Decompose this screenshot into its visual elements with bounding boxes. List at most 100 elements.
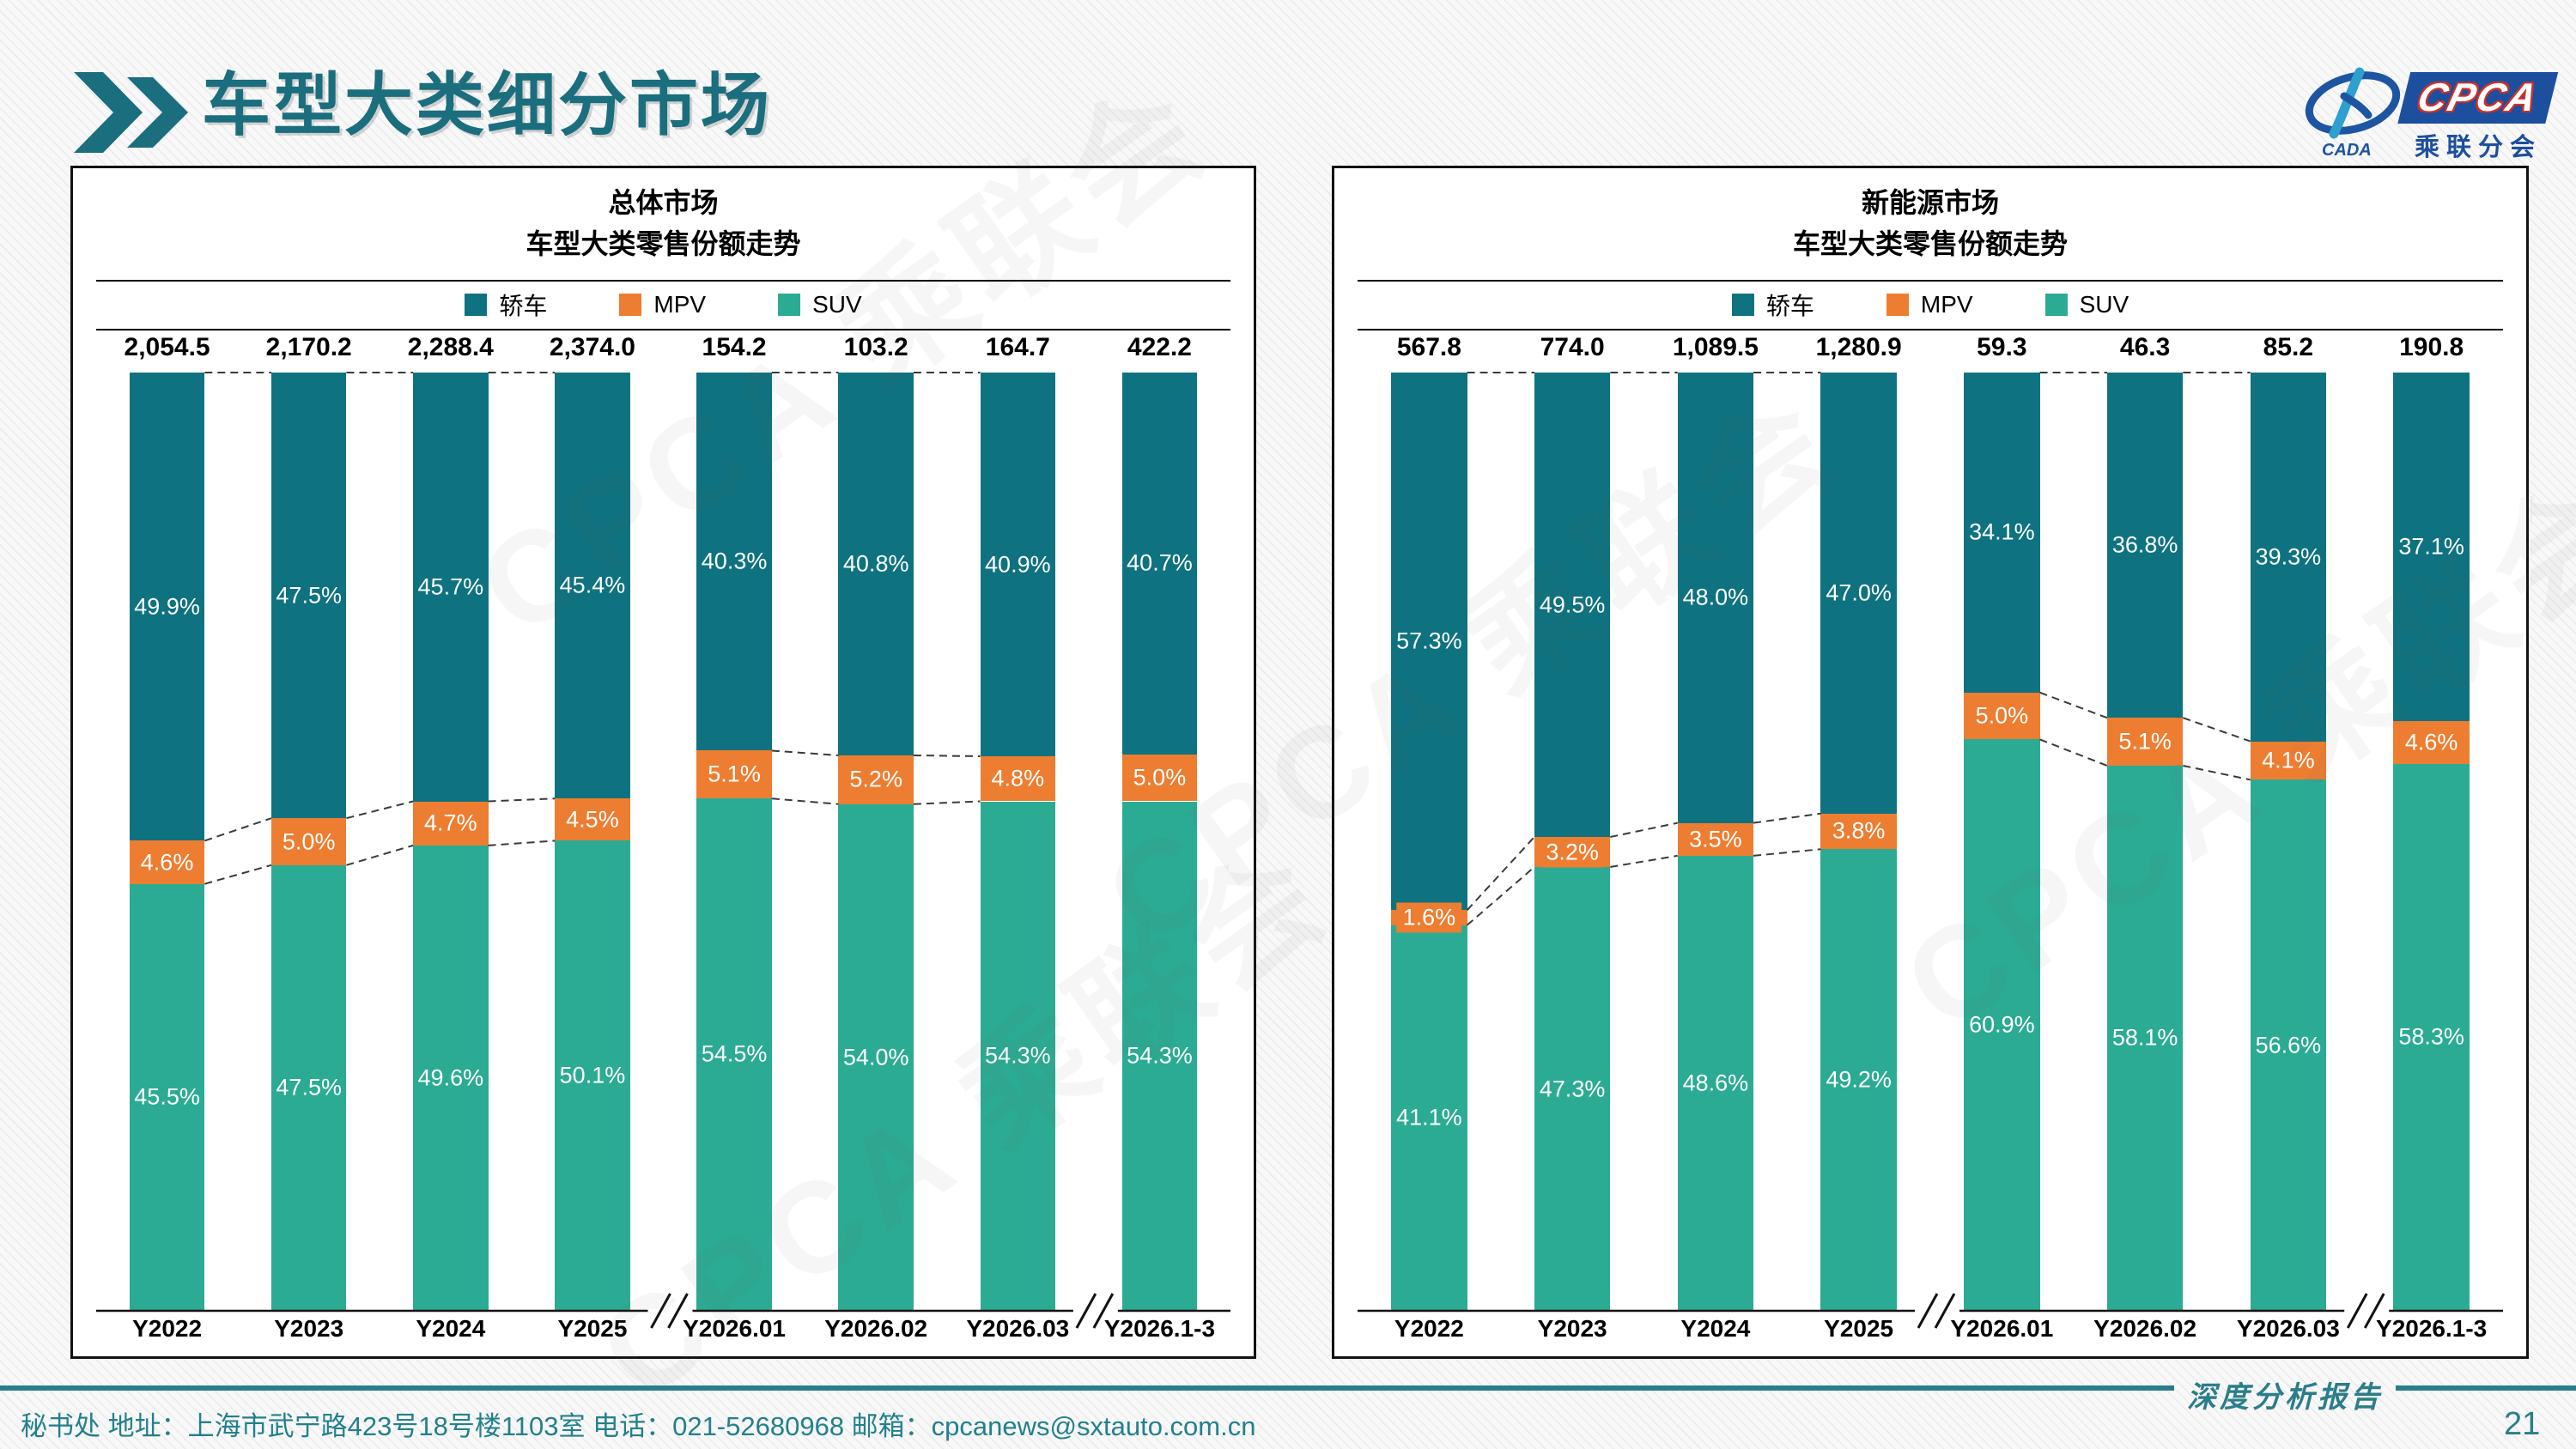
legend-swatch — [619, 293, 642, 316]
bar-segment-轿车 — [1820, 373, 1897, 814]
cpca-wordmark: CPCA — [2397, 70, 2559, 124]
segment-label: 48.0% — [1682, 584, 1749, 610]
cpca-subtitle: 乘联分会 — [2414, 134, 2542, 161]
segment-label: 5.1% — [702, 759, 767, 790]
bar-segment-SUV — [129, 883, 205, 1311]
bar-segment-轿车 — [413, 373, 489, 802]
x-axis-label: Y2026.03 — [2236, 1315, 2340, 1342]
segment-label: 36.8% — [2111, 531, 2178, 558]
bar-segment-SUV — [1391, 925, 1467, 1311]
footer-rule-right — [2396, 1385, 2576, 1391]
segment-label: 58.3% — [2398, 1023, 2464, 1050]
chart-title-line2: 车型大类零售份额走势 — [1792, 228, 2068, 259]
segment-label: 3.2% — [1540, 837, 1605, 868]
bar-segment-轿车 — [1121, 373, 1198, 755]
chart-title: 新能源市场 车型大类零售份额走势 — [1334, 182, 2526, 264]
segment-label: 5.2% — [843, 764, 908, 795]
total-label: 164.7 — [985, 333, 1050, 361]
total-label: 1,089.5 — [1672, 333, 1759, 361]
segment-label: 39.3% — [2255, 543, 2322, 570]
segment-label: 49.5% — [1539, 591, 1606, 618]
x-axis-label: Y2026.02 — [2093, 1315, 2197, 1342]
segment-label: 54.0% — [842, 1044, 909, 1070]
segment-label: 4.7% — [418, 808, 483, 839]
total-label: 422.2 — [1127, 333, 1192, 361]
bar-segment-SUV — [1534, 867, 1611, 1311]
total-label: 154.2 — [702, 333, 767, 361]
x-axis-label: Y2026.03 — [966, 1315, 1070, 1342]
x-axis-label: Y2026.01 — [683, 1315, 786, 1342]
divider-line — [96, 280, 1230, 282]
chart-legend: 轿车 MPV SUV — [73, 280, 1254, 329]
segment-label: 4.6% — [134, 847, 200, 878]
x-axis-label: Y2025 — [557, 1315, 628, 1342]
segment-label: 3.8% — [1826, 815, 1892, 846]
bar-segment-SUV — [838, 803, 914, 1311]
segment-label: 5.0% — [1127, 762, 1193, 793]
total-label: 190.8 — [2399, 333, 2464, 361]
legend-label: MPV — [653, 290, 707, 318]
segment-label: 47.3% — [1539, 1076, 1606, 1101]
total-label: 85.2 — [2263, 333, 2314, 361]
segment-label: 37.1% — [2398, 533, 2464, 560]
legend-item-SUV: SUV — [778, 291, 862, 318]
legend-label: SUV — [812, 290, 862, 318]
segment-label: 34.1% — [1969, 518, 2035, 545]
legend-swatch — [465, 293, 488, 316]
total-label: 2,374.0 — [549, 333, 635, 361]
segment-label: 1.6% — [1396, 902, 1462, 933]
legend-swatch — [1731, 293, 1754, 316]
x-axis-label: Y2026.1-3 — [1103, 1315, 1216, 1342]
divider-line — [96, 329, 1230, 330]
chart-panel-nev-market: 新能源市场 车型大类零售份额走势 轿车 MPV SUV 567.8 57.3% 1.6% 41.… — [1332, 166, 2529, 1359]
chart-legend: 轿车 MPV SUV — [1334, 280, 2526, 329]
bar-segment-SUV — [1820, 849, 1897, 1311]
cpca-text: CPCA — [2413, 75, 2543, 119]
legend-item-轿车: 轿车 — [1731, 288, 1814, 322]
bar-segment-SUV — [696, 798, 772, 1310]
bar-segment-轿车 — [1677, 373, 1754, 823]
legend-swatch — [2044, 293, 2068, 316]
chart-title-line2: 车型大类零售份额走势 — [526, 228, 801, 259]
total-label: 2,170.2 — [265, 333, 352, 361]
legend-label: 轿车 — [1765, 292, 1814, 319]
x-axis-label: Y2025 — [1824, 1315, 1894, 1342]
legend-item-SUV: SUV — [2044, 290, 2129, 318]
segment-label: 56.6% — [2255, 1032, 2322, 1058]
segment-label: 40.3% — [701, 548, 768, 574]
footer-contact-info: 秘书处 地址：上海市武宁路423号18号楼1103室 电话：021-526809… — [21, 1411, 1256, 1441]
segment-label: 4.1% — [2256, 745, 2321, 776]
legend-item-MPV: MPV — [1886, 291, 1973, 318]
bar-segment-SUV — [2250, 779, 2327, 1311]
segment-label: 60.9% — [1969, 1011, 2035, 1038]
segment-label: 40.7% — [1127, 549, 1193, 576]
segment-label: 45.4% — [559, 572, 626, 598]
legend-label: SUV — [2079, 290, 2129, 318]
legend-swatch — [778, 293, 801, 316]
double-chevron-icon — [74, 72, 188, 153]
segment-label: 54.3% — [1127, 1042, 1193, 1069]
segment-label: 49.2% — [1826, 1066, 1892, 1093]
segment-label: 47.5% — [276, 1074, 342, 1100]
report-type-label: 深度分析报告 — [2187, 1382, 2383, 1414]
segment-label: 45.5% — [134, 1083, 200, 1110]
bar-segment-轿车 — [1964, 373, 2040, 693]
chart-title-line1: 总体市场 — [608, 187, 719, 218]
bar-segment-SUV — [413, 845, 489, 1311]
x-axis-label: Y2023 — [274, 1315, 344, 1342]
segment-label: 58.1% — [2111, 1024, 2178, 1051]
bar-segment-SUV — [2393, 763, 2470, 1311]
bar-segment-轿车 — [2250, 373, 2327, 742]
segment-label: 3.5% — [1683, 824, 1748, 855]
bar-segment-轿车 — [2106, 373, 2184, 718]
page-title: 车型大类细分市场 — [202, 67, 772, 143]
bar-segment-SUV — [1964, 739, 2040, 1311]
x-axis-label: Y2026.02 — [824, 1315, 928, 1342]
legend-item-轿车: 轿车 — [465, 288, 547, 322]
legend-label: MPV — [1920, 290, 1973, 318]
total-label: 2,288.4 — [407, 333, 494, 361]
total-label: 46.3 — [2119, 333, 2171, 361]
bar-segment-SUV — [980, 801, 1056, 1311]
segment-label: 4.5% — [560, 804, 625, 835]
divider-line — [1358, 280, 2503, 282]
